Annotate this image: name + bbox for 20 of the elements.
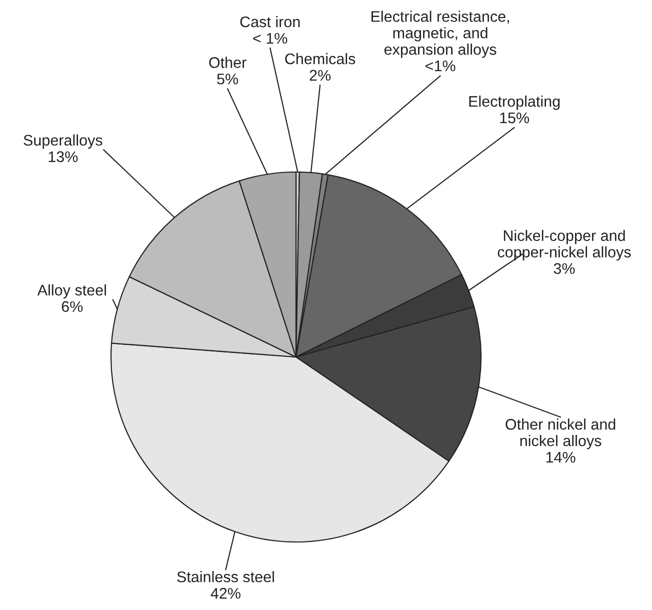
data-label: 5% bbox=[217, 74, 238, 84]
data-label: <1% bbox=[426, 60, 456, 72]
slice-label: Superalloys bbox=[24, 134, 102, 149]
slice-label: Electroplating bbox=[469, 96, 560, 110]
slice-label: Cast iron bbox=[240, 16, 300, 28]
data-label: 6% bbox=[62, 301, 83, 312]
data-label: < 1% bbox=[253, 32, 288, 44]
data-label: 3% bbox=[554, 263, 575, 274]
slice-label: Other bbox=[209, 56, 246, 68]
slice-label: Other nickel and nickel alloys bbox=[506, 418, 616, 450]
data-label: 14% bbox=[546, 452, 576, 463]
data-label: 15% bbox=[500, 112, 530, 124]
slice-label: Chemicals bbox=[285, 53, 356, 64]
slice-label: Nickel-copper and copper-nickel alloys bbox=[498, 230, 631, 261]
slice-label: Stainless steel bbox=[177, 571, 274, 582]
data-label: 42% bbox=[210, 588, 240, 599]
data-label: 2% bbox=[310, 70, 331, 81]
slice-label: Electrical resistance, magnetic, and expansion alloys bbox=[372, 10, 509, 58]
slice-label: Alloy steel bbox=[37, 284, 106, 299]
data-label: 13% bbox=[48, 151, 78, 162]
